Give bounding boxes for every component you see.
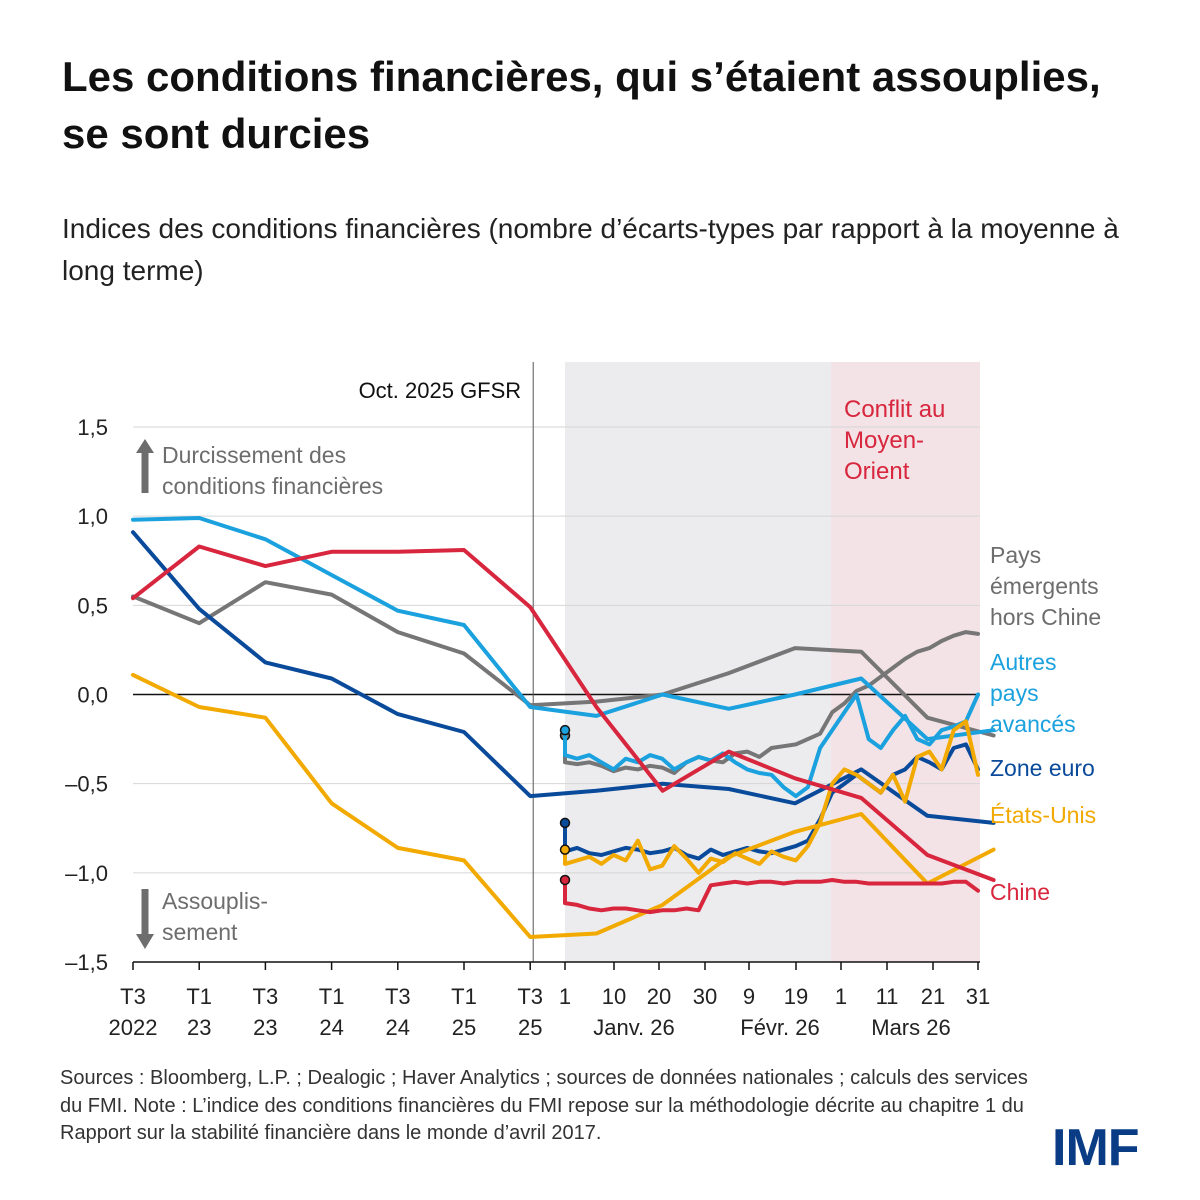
x-tick-label-bottom: 25 [452,1015,476,1040]
x-tick-label-bottom: 23 [253,1015,277,1040]
tightening-label: Durcissement des [162,442,346,468]
chart-title: Les conditions financières, qui s’étaien… [62,53,1101,157]
conflict-label: Moyen- [844,427,924,454]
series-line-euro-quarterly [131,530,996,825]
x-tick-label-day: 9 [743,984,755,1009]
x-tick-label-day: 11 [876,984,899,1009]
series-label-em: hors Chine [990,604,1101,630]
y-tick-label: –0,5 [65,772,108,797]
x-tick-label-day: 21 [921,984,945,1009]
series-line-adv-daily [563,692,980,799]
x-tick-label-day: 20 [647,984,671,1009]
series-label-em: émergents [990,573,1099,599]
x-tick-label-top: T1 [319,984,345,1009]
x-tick-label-top: T1 [186,984,212,1009]
x-tick-label-top: T1 [451,984,477,1009]
x-tick-label-day: 19 [784,984,808,1009]
x-tick-label-bottom: 23 [187,1015,211,1040]
y-tick-label: 1,0 [77,504,108,529]
series-line-em-quarterly [131,580,996,738]
tightening-arrowhead-icon [136,439,154,453]
y-tick-label: 0,5 [77,593,108,618]
series-line-china-daily [563,878,980,915]
x-tick-label-bottom: 25 [518,1015,542,1040]
easing-label: sement [162,919,238,945]
series-line-china-quarterly [131,544,996,882]
x-tick-label-day: 1 [559,984,571,1009]
x-month-label: Janv. 26 [593,1015,675,1040]
x-tick-label-bottom: 2022 [109,1015,158,1040]
x-tick-label-top: T3 [385,984,411,1009]
x-tick-label-bottom: 24 [319,1015,343,1040]
x-tick-label-day: 30 [693,984,717,1009]
x-tick-label-day: 31 [966,984,990,1009]
series-marker-adv [559,724,571,736]
x-tick-label-top: T3 [253,984,279,1009]
series-label-adv: Autres [990,649,1056,675]
gfsr-label: Oct. 2025 GFSR [359,378,522,403]
x-tick-label-bottom: 24 [386,1015,410,1040]
series-line-us-daily [563,719,980,875]
tightening-label: conditions financières [162,473,383,499]
x-month-label: Févr. 26 [740,1015,819,1040]
conflict-label: Orient [844,458,910,485]
series-marker-china [559,874,571,886]
series-label-euro: Zone euro [990,755,1095,781]
series-line-us-quarterly [131,672,996,939]
series-line-em-daily [563,630,980,775]
source-note: Sources : Bloomberg, L.P. ; Dealogic ; H… [60,1067,1028,1144]
y-tick-label: 1,5 [77,415,108,440]
series-label-em: Pays [990,542,1041,568]
x-month-label: Mars 26 [871,1015,950,1040]
x-tick-label-day: 10 [602,984,626,1009]
y-tick-label: –1,5 [65,950,108,975]
easing-arrowhead-icon [136,934,154,949]
x-tick-label-top: T3 [120,984,146,1009]
series-label-china: Chine [990,879,1050,905]
y-tick-label: 0,0 [77,683,108,708]
conflict-label: Conflit au [844,396,945,423]
daily-period-shade [565,362,831,962]
series-marker-euro [559,817,571,829]
x-tick-label-top: T3 [517,984,543,1009]
imf-logo: IMF [1052,1119,1140,1177]
series-label-adv: avancés [990,711,1076,737]
x-tick-label-day: 1 [835,984,847,1009]
series-label-us: États-Unis [990,802,1096,828]
series-label-adv: pays [990,680,1039,706]
y-tick-label: –1,0 [65,861,108,886]
easing-label: Assouplis- [162,888,268,914]
series-line-euro-daily [563,742,980,861]
chart-subtitle: Indices des conditions financières (nomb… [62,213,1119,286]
series-line-adv-quarterly [131,516,996,742]
line-chart: 1,5 1,0 0,5 0,0 –0,5 –1,0 –1,5 Oct. 2025 GFSR C… [65,362,1101,1040]
series-marker-us [559,844,571,855]
